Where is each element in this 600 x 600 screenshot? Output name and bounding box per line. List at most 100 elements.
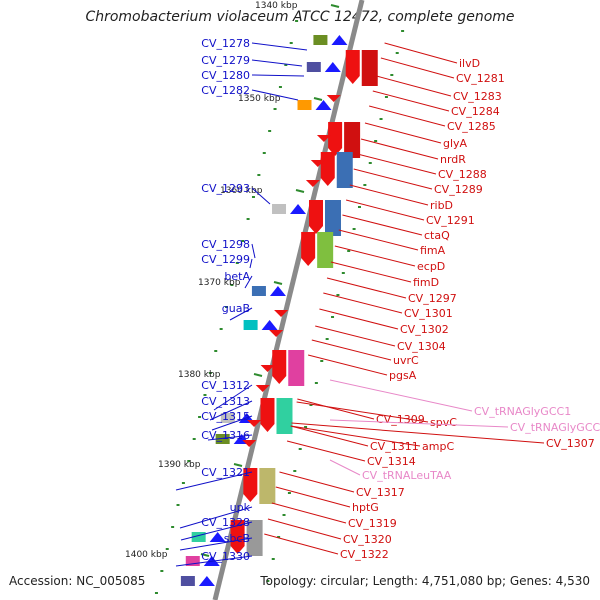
gene-label-right[interactable]: CV_1304 <box>315 325 446 353</box>
gene-chevron <box>305 180 320 187</box>
track-dot <box>230 284 234 286</box>
gene-name: upk <box>230 501 251 514</box>
gene-block <box>185 556 200 566</box>
gene-label-right[interactable]: CV_1307 <box>291 422 595 450</box>
gene-block <box>220 413 235 423</box>
track-dot <box>368 162 372 164</box>
gene-label-right[interactable]: CV_1317 <box>279 471 405 499</box>
gene-label-rna[interactable]: CV_tRNAGlyGCC3 <box>329 419 600 434</box>
gene-label-left[interactable]: CV_1280 <box>201 69 305 82</box>
leader-line <box>251 42 308 51</box>
gene-label-left[interactable]: CV_1282 <box>201 84 299 101</box>
gene-label-right[interactable]: CV_1319 <box>271 502 397 530</box>
kbp-label: 1370 kbp <box>198 278 241 288</box>
gene-name: ctaQ <box>424 229 450 242</box>
gene-label-left[interactable]: CV_1279 <box>201 54 303 67</box>
gene-name: CV_1282 <box>201 84 250 97</box>
gene-label-right[interactable]: spvC <box>296 401 458 429</box>
gene-arrow <box>243 468 258 502</box>
kbp-label: 1390 kbp <box>158 460 201 470</box>
gene-label-right[interactable]: uvrC <box>311 339 419 367</box>
gene-label-left[interactable]: betA <box>224 270 253 289</box>
gene-name: CV_tRNALeuTAA <box>362 469 452 482</box>
gene-label-right[interactable]: ecpD <box>334 245 445 273</box>
gene-label-right[interactable]: hptG <box>275 486 379 514</box>
gene-label-right[interactable]: pgsA <box>308 354 417 382</box>
gene-label-right[interactable]: ilvD <box>384 42 481 70</box>
gene-block <box>246 520 263 556</box>
gene-label-right[interactable]: CV_1311 <box>290 425 419 453</box>
gene-label-right[interactable]: CV_1285 <box>369 105 496 133</box>
gene-block <box>276 398 293 434</box>
gene-block <box>259 468 276 504</box>
gene-label-right[interactable]: CV_1281 <box>380 57 505 85</box>
gene-label-right[interactable]: fimD <box>330 261 439 289</box>
leader-line <box>213 384 253 411</box>
gene-label-left[interactable]: CV_1321 <box>175 466 253 491</box>
leader-line <box>175 555 253 567</box>
gene-name: hptG <box>352 501 379 514</box>
gene-label-left[interactable]: CV_1328 <box>180 516 253 541</box>
leader-line <box>315 325 396 347</box>
gene-label-right[interactable]: fimA <box>338 229 446 257</box>
track-dot <box>289 42 293 44</box>
leader-line <box>360 138 439 160</box>
leader-line <box>329 459 361 476</box>
leader-line <box>251 59 303 67</box>
gene-label-right[interactable]: CV_1302 <box>319 308 449 336</box>
gene-label-right[interactable]: CV_1291 <box>345 199 475 227</box>
gene-name: nrdR <box>440 153 466 166</box>
gene-label-left[interactable]: CV_1316 <box>201 429 253 442</box>
gene-label-right[interactable]: CV_1320 <box>267 518 392 546</box>
kbp-tick: 1400 kbp <box>125 550 210 560</box>
gene-label-right[interactable]: CV_1289 <box>353 168 483 196</box>
gene-name: CV_1291 <box>426 214 475 227</box>
gene-label-right[interactable]: ampC <box>290 425 455 453</box>
gene-name: CV_1321 <box>201 466 250 479</box>
gene-name: CV_1302 <box>400 323 449 336</box>
gene-label-right[interactable]: ribD <box>349 184 453 212</box>
gene-label-right[interactable]: CV_1314 <box>286 440 416 468</box>
gene-name: CV_1285 <box>447 120 496 133</box>
gene-label-right[interactable]: CV_1301 <box>323 292 453 320</box>
gene-label-left[interactable]: upk <box>179 501 253 529</box>
gene-label-left[interactable]: guaB <box>222 302 253 321</box>
gene-label-left[interactable]: CV_1298 <box>201 238 256 259</box>
gene-label-left[interactable]: CV_1278 <box>201 37 308 51</box>
kbp-tick-mark <box>200 553 210 557</box>
track-dot <box>284 64 288 66</box>
gene-arrow <box>331 35 348 45</box>
gene-label-left[interactable]: CV_1330 <box>175 550 253 567</box>
gene-label-left[interactable]: CV_1313 <box>201 395 253 421</box>
gene-chevron <box>269 330 284 337</box>
gene-label-left[interactable]: CV_1293 <box>201 182 271 205</box>
leader-line <box>207 434 253 441</box>
gene-label-right[interactable]: CV_1297 <box>326 277 457 305</box>
gene-chevron <box>274 310 289 317</box>
gene-arrow <box>209 532 226 542</box>
gene-label-rna[interactable]: CV_tRNALeuTAA <box>329 459 452 482</box>
gene-label-right[interactable]: CV_1288 <box>357 153 487 181</box>
track-dot <box>293 470 297 472</box>
gene-chevron <box>242 440 257 447</box>
gene-label-right[interactable]: nrdR <box>360 138 466 166</box>
gene-label-right[interactable]: glyA <box>364 122 468 150</box>
gene-label-rna[interactable]: CV_tRNAGlyGCC1 <box>329 379 571 418</box>
gene-label-left[interactable]: sbcB <box>179 532 253 551</box>
gene-label-left[interactable]: CV_1315 <box>201 410 253 431</box>
gene-label-right[interactable]: CV_1322 <box>264 533 389 561</box>
gene-label-right[interactable]: CV_1284 <box>372 90 500 118</box>
kbp-tick: 1390 kbp <box>158 460 243 470</box>
gene-label-left[interactable]: CV_1312 <box>201 379 253 411</box>
track-dot <box>384 96 388 98</box>
gene-label-right[interactable]: CV_1309 <box>297 398 425 426</box>
kbp-label: 1400 kbp <box>125 550 168 560</box>
gene-arrow <box>230 520 245 554</box>
gene-name: CV_1301 <box>404 307 453 320</box>
track-dot <box>246 218 250 220</box>
gene-label-left[interactable]: CV_1299 <box>201 253 253 269</box>
gene-name: CV_1281 <box>456 72 505 85</box>
gene-label-right[interactable]: CV_1283 <box>376 75 502 103</box>
gene-label-right[interactable]: ctaQ <box>342 214 450 242</box>
